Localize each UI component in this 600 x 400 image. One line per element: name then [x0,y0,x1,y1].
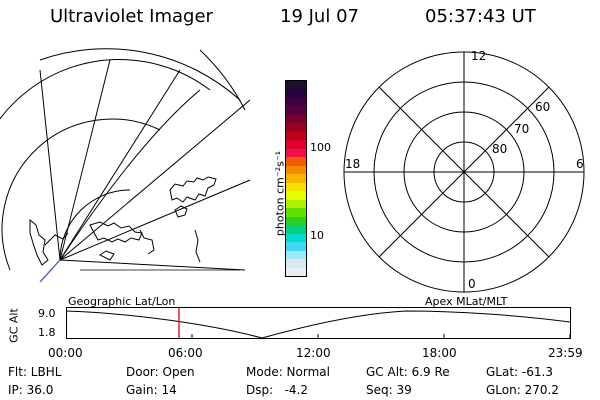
status-gain: Gain: 14 [126,383,177,397]
status-gc-alt: GC Alt: 6.9 Re [366,365,450,379]
colorbar-segment [286,97,306,107]
colorbar-segment [286,233,306,243]
mlt-label-18: 18 [345,157,360,171]
status-dsp: Dsp: -4.2 [246,383,309,397]
colorbar-segment [286,208,306,217]
lat-label-70: 70 [514,122,529,136]
status-glon: GLon: 270.2 [486,383,559,397]
colorbar-segment [286,182,306,192]
timeline-xtick-1800: 18:00 [422,346,457,360]
date-label: 19 Jul 07 [280,6,359,27]
mlt-label-6: 6 [576,157,584,171]
timeline-ytick-min: 1.8 [38,326,56,339]
timeline-xtick-0000: 00:00 [48,346,83,360]
colorbar-segment [286,216,306,226]
time-label: 05:37:43 UT [425,6,536,27]
colorbar-segment [286,81,306,90]
mlt-label-12: 12 [471,49,486,63]
colorbar-segment [286,199,306,209]
status-glat: GLat: -61.3 [486,365,553,379]
status-seq: Seq: 39 [366,383,412,397]
timeline-right-label: Apex MLat/MLT [425,295,508,308]
timeline-ytick-max: 9.0 [38,307,56,320]
colorbar-segment [286,174,306,183]
colorbar-segment [286,191,306,200]
timeline-xtick-0600: 06:00 [168,346,203,360]
polar-mlt-plot: 12 18 6 0 60 70 80 [343,49,585,293]
mlt-label-0: 0 [468,277,476,291]
colorbar-segment [286,267,306,277]
colorbar-segment [286,114,306,124]
status-door: Door: Open [126,365,195,379]
lat-label-80: 80 [492,142,507,156]
status-filter: Flt: LBHL [8,365,62,379]
colorbar-segment [286,131,306,141]
timeline-xtick-1200: 12:00 [296,346,331,360]
colorbar-unit-label: photon cm⁻²s⁻¹ [273,150,287,237]
timeline-plot [66,307,571,339]
colorbar-segment [286,148,306,158]
status-ip: IP: 36.0 [8,383,54,397]
colorbar-tick-100: 100 [310,141,331,154]
colorbar-tick-10: 10 [310,229,324,242]
lat-label-60: 60 [535,100,550,114]
status-mode: Mode: Normal [246,365,330,379]
colorbar [285,80,307,277]
colorbar-segment [286,123,306,132]
colorbar-segment [286,259,306,268]
colorbar-segment [286,140,306,149]
timeline-xtick-2359: 23:59 [548,346,583,360]
colorbar-segment [286,242,306,251]
colorbar-segment [286,225,306,234]
colorbar-segment [286,157,306,166]
colorbar-segment [286,106,306,115]
app-title: Ultraviolet Imager [50,6,213,27]
geographic-map [0,48,251,283]
timeline-axis-label: GC Alt [7,308,21,343]
timeline-left-label: Geographic Lat/Lon [68,295,176,308]
colorbar-segment [286,250,306,260]
colorbar-segment [286,89,306,98]
colorbar-segment [286,165,306,175]
